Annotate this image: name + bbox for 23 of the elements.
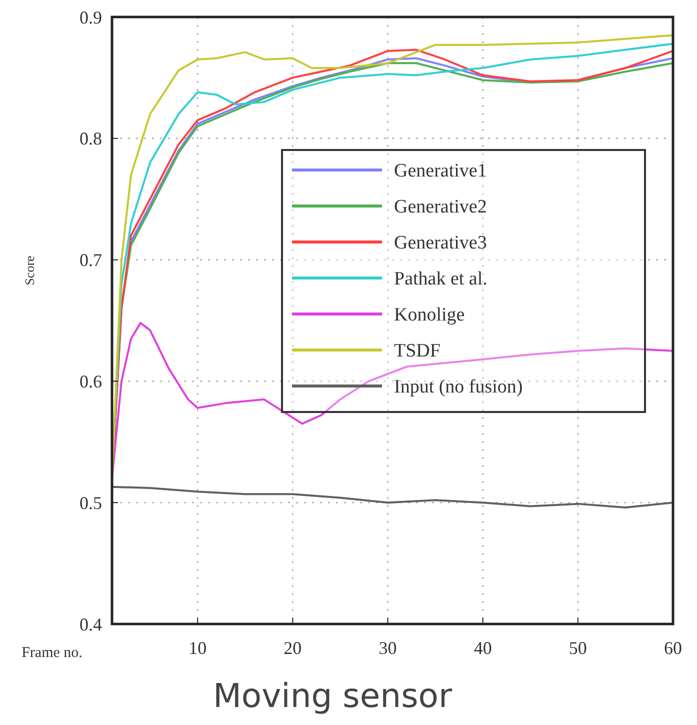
legend-label: Input (no fusion): [394, 376, 523, 398]
x-tick-label: 40: [474, 638, 492, 658]
y-axis-title: Score: [22, 255, 37, 286]
y-tick-label: 0.8: [80, 128, 102, 149]
x-tick-label: 60: [664, 638, 682, 658]
x-tick-label: 10: [188, 638, 207, 658]
line-series: [111, 486, 674, 508]
y-tick-label: 0.5: [80, 492, 102, 513]
x-tick-label: 30: [378, 638, 397, 658]
x-tick-label: 50: [568, 638, 587, 658]
legend-label: TSDF: [394, 340, 440, 362]
y-tick-label: 0.7: [80, 250, 102, 270]
legend-label: Konolige: [394, 304, 465, 326]
legend-label: Generative2: [394, 196, 487, 218]
y-tick-label: 0.6: [80, 372, 102, 392]
y-tick-label: 0.9: [80, 7, 102, 28]
legend-label: Generative1: [394, 160, 487, 182]
legend-label: Pathak et al.: [394, 268, 488, 290]
y-tick-label: 0.4: [80, 614, 102, 634]
text: Moving sensor: [212, 676, 452, 715]
legend-label: Generative3: [394, 232, 487, 254]
x-axis-title: Frame no.: [22, 645, 82, 661]
x-tick-label: 20: [284, 638, 302, 658]
